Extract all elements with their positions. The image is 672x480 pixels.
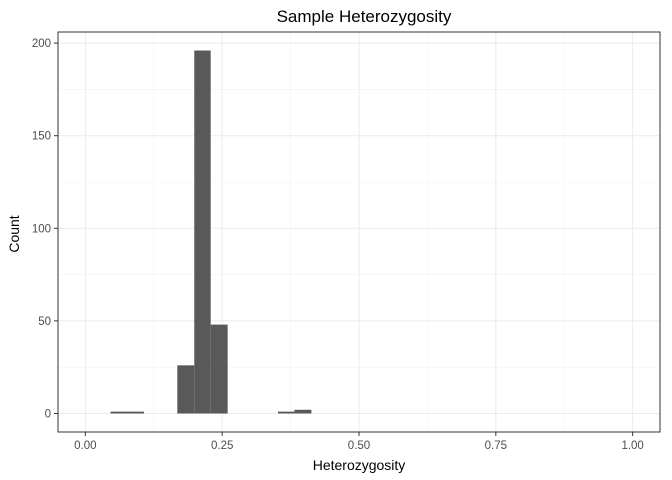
x-tick-label: 0.00 bbox=[74, 440, 96, 452]
x-tick-label: 0.75 bbox=[485, 440, 507, 452]
x-axis-ticks: 0.00 0.25 0.50 0.75 1.00 bbox=[74, 432, 644, 452]
x-tick-label: 1.00 bbox=[621, 440, 643, 452]
histogram-bars bbox=[110, 50, 312, 414]
histogram-bar bbox=[110, 411, 128, 414]
x-axis-title: Heterozygosity bbox=[313, 457, 406, 473]
histogram-bar bbox=[294, 409, 312, 414]
histogram-bar bbox=[194, 50, 211, 414]
histogram-bar bbox=[278, 411, 295, 414]
histogram-bar bbox=[127, 411, 144, 414]
histogram-bar bbox=[210, 324, 228, 414]
chart-title: Sample Heterozygosity bbox=[277, 7, 452, 26]
histogram-bar bbox=[177, 365, 195, 414]
y-axis-ticks: 0 50 100 150 200 bbox=[32, 38, 58, 420]
x-tick-label: 0.50 bbox=[348, 440, 370, 452]
y-axis-title: Count bbox=[6, 215, 22, 252]
y-tick-label: 0 bbox=[45, 408, 51, 420]
x-tick-label: 0.25 bbox=[211, 440, 233, 452]
y-tick-label: 100 bbox=[32, 223, 51, 235]
y-tick-label: 200 bbox=[32, 38, 51, 50]
y-tick-label: 150 bbox=[32, 131, 51, 143]
y-tick-label: 50 bbox=[38, 316, 51, 328]
major-grid bbox=[58, 32, 660, 432]
